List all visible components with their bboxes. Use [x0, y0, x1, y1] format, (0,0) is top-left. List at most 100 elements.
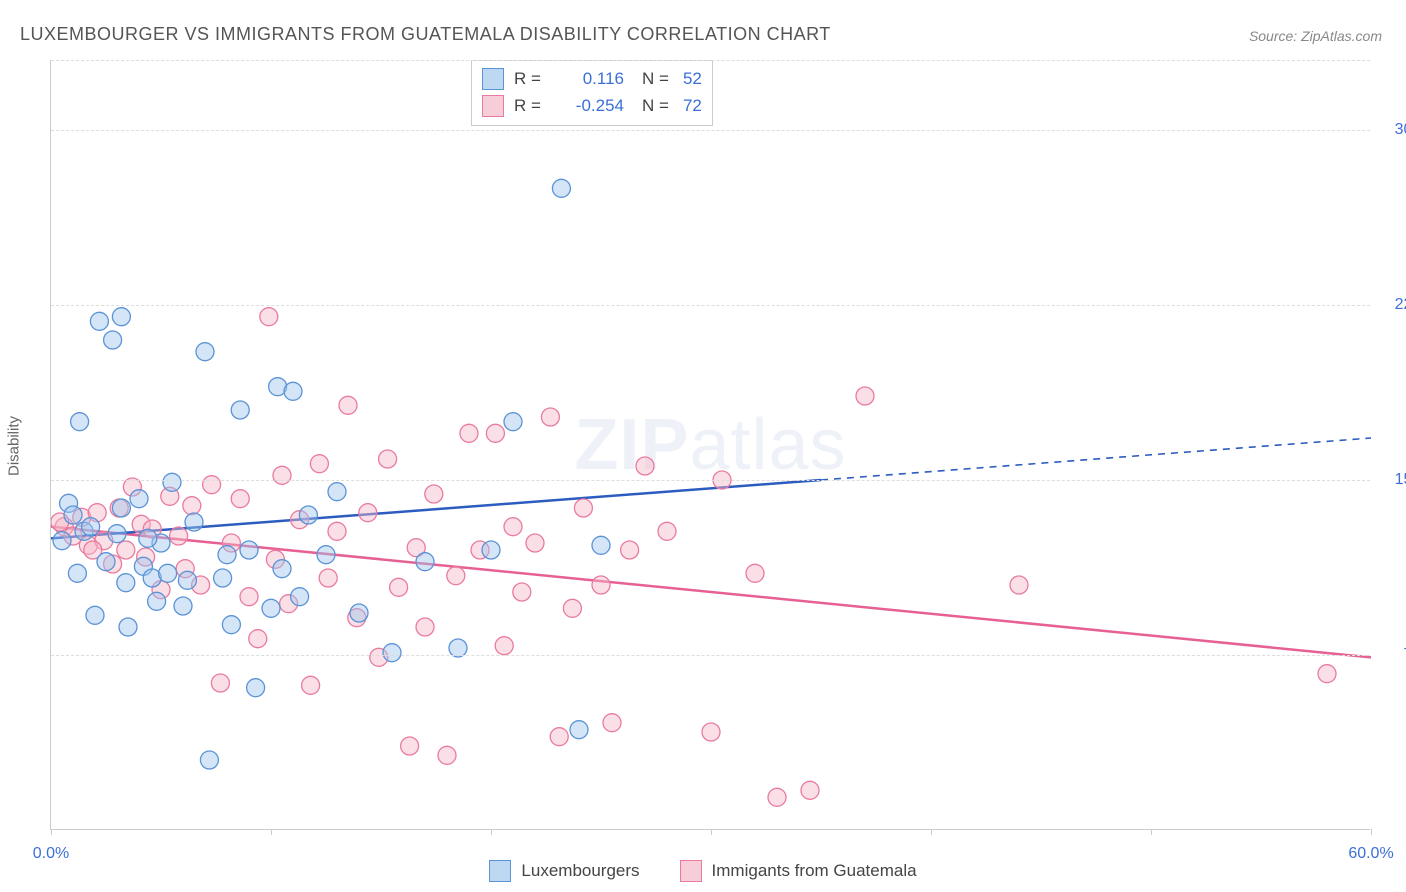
source-label: Source: ZipAtlas.com: [1249, 28, 1382, 44]
x-tick: [711, 829, 712, 835]
scatter-point: [526, 534, 544, 552]
scatter-point: [222, 616, 240, 634]
scatter-point: [214, 569, 232, 587]
scatter-point: [240, 588, 258, 606]
scatter-point: [291, 588, 309, 606]
scatter-point: [328, 522, 346, 540]
scatter-point: [302, 676, 320, 694]
scatter-point: [178, 571, 196, 589]
scatter-point: [359, 504, 377, 522]
y-axis-label: Disability: [6, 416, 23, 476]
scatter-point: [203, 476, 221, 494]
scatter-point: [552, 179, 570, 197]
legend-n-label: N =: [642, 92, 669, 119]
scatter-point: [170, 527, 188, 545]
scatter-point: [603, 714, 621, 732]
scatter-point: [513, 583, 531, 601]
scatter-point: [317, 546, 335, 564]
scatter-point: [196, 343, 214, 361]
legend-row: R =0.116N =52: [482, 65, 702, 92]
scatter-point: [495, 637, 513, 655]
scatter-point: [801, 781, 819, 799]
scatter-point: [319, 569, 337, 587]
legend-n-value: 72: [683, 92, 702, 119]
scatter-point: [299, 506, 317, 524]
x-tick: [1151, 829, 1152, 835]
scatter-point: [438, 746, 456, 764]
gridline: [51, 60, 1370, 61]
scatter-point: [97, 553, 115, 571]
scatter-point: [240, 541, 258, 559]
scatter-point: [68, 564, 86, 582]
scatter-point: [592, 576, 610, 594]
legend-n-value: 52: [683, 65, 702, 92]
scatter-point: [163, 473, 181, 491]
legend-r-label: R =: [514, 65, 552, 92]
chart-container: LUXEMBOURGER VS IMMIGRANTS FROM GUATEMAL…: [0, 0, 1406, 892]
scatter-point: [71, 413, 89, 431]
scatter-point: [273, 560, 291, 578]
scatter-point: [148, 592, 166, 610]
scatter-point: [117, 574, 135, 592]
scatter-point: [592, 536, 610, 554]
scatter-point: [159, 564, 177, 582]
scatter-point: [86, 606, 104, 624]
scatter-point: [218, 546, 236, 564]
scatter-point: [273, 466, 291, 484]
scatter-point: [185, 513, 203, 531]
scatter-point: [117, 541, 135, 559]
x-tick: [271, 829, 272, 835]
legend-swatch: [482, 68, 504, 90]
scatter-point: [112, 499, 130, 517]
gridline: [51, 130, 1370, 131]
scatter-point: [249, 630, 267, 648]
scatter-point: [460, 424, 478, 442]
series-legend-item: Immigants from Guatemala: [680, 860, 917, 882]
scatter-point: [383, 644, 401, 662]
scatter-points-layer: [51, 60, 1371, 830]
scatter-point: [504, 518, 522, 536]
scatter-point: [139, 529, 157, 547]
scatter-point: [550, 728, 568, 746]
y-tick-label: 15.0%: [1380, 471, 1406, 489]
legend-row: R =-0.254N =72: [482, 92, 702, 119]
y-tick-label: 22.5%: [1380, 296, 1406, 314]
scatter-point: [1010, 576, 1028, 594]
scatter-point: [328, 483, 346, 501]
x-tick: [1371, 829, 1372, 835]
scatter-point: [574, 499, 592, 517]
scatter-point: [53, 532, 71, 550]
gridline: [51, 480, 1370, 481]
legend-r-value: -0.254: [562, 92, 624, 119]
x-tick: [51, 829, 52, 835]
scatter-point: [339, 396, 357, 414]
scatter-point: [390, 578, 408, 596]
scatter-point: [90, 312, 108, 330]
scatter-point: [310, 455, 328, 473]
scatter-point: [486, 424, 504, 442]
series-legend-label: Immigants from Guatemala: [712, 861, 917, 881]
scatter-point: [64, 506, 82, 524]
y-tick-label: 30.0%: [1380, 121, 1406, 139]
scatter-point: [856, 387, 874, 405]
scatter-point: [119, 618, 137, 636]
scatter-point: [231, 401, 249, 419]
scatter-point: [262, 599, 280, 617]
scatter-point: [260, 308, 278, 326]
scatter-point: [401, 737, 419, 755]
scatter-point: [768, 788, 786, 806]
scatter-point: [563, 599, 581, 617]
series-legend-item: Luxembourgers: [489, 860, 639, 882]
legend-n-label: N =: [642, 65, 669, 92]
scatter-point: [379, 450, 397, 468]
scatter-point: [108, 525, 126, 543]
scatter-point: [200, 751, 218, 769]
gridline: [51, 305, 1370, 306]
scatter-point: [104, 331, 122, 349]
legend-swatch: [489, 860, 511, 882]
scatter-point: [621, 541, 639, 559]
scatter-point: [247, 679, 265, 697]
scatter-point: [416, 553, 434, 571]
scatter-point: [1318, 665, 1336, 683]
scatter-point: [350, 604, 368, 622]
